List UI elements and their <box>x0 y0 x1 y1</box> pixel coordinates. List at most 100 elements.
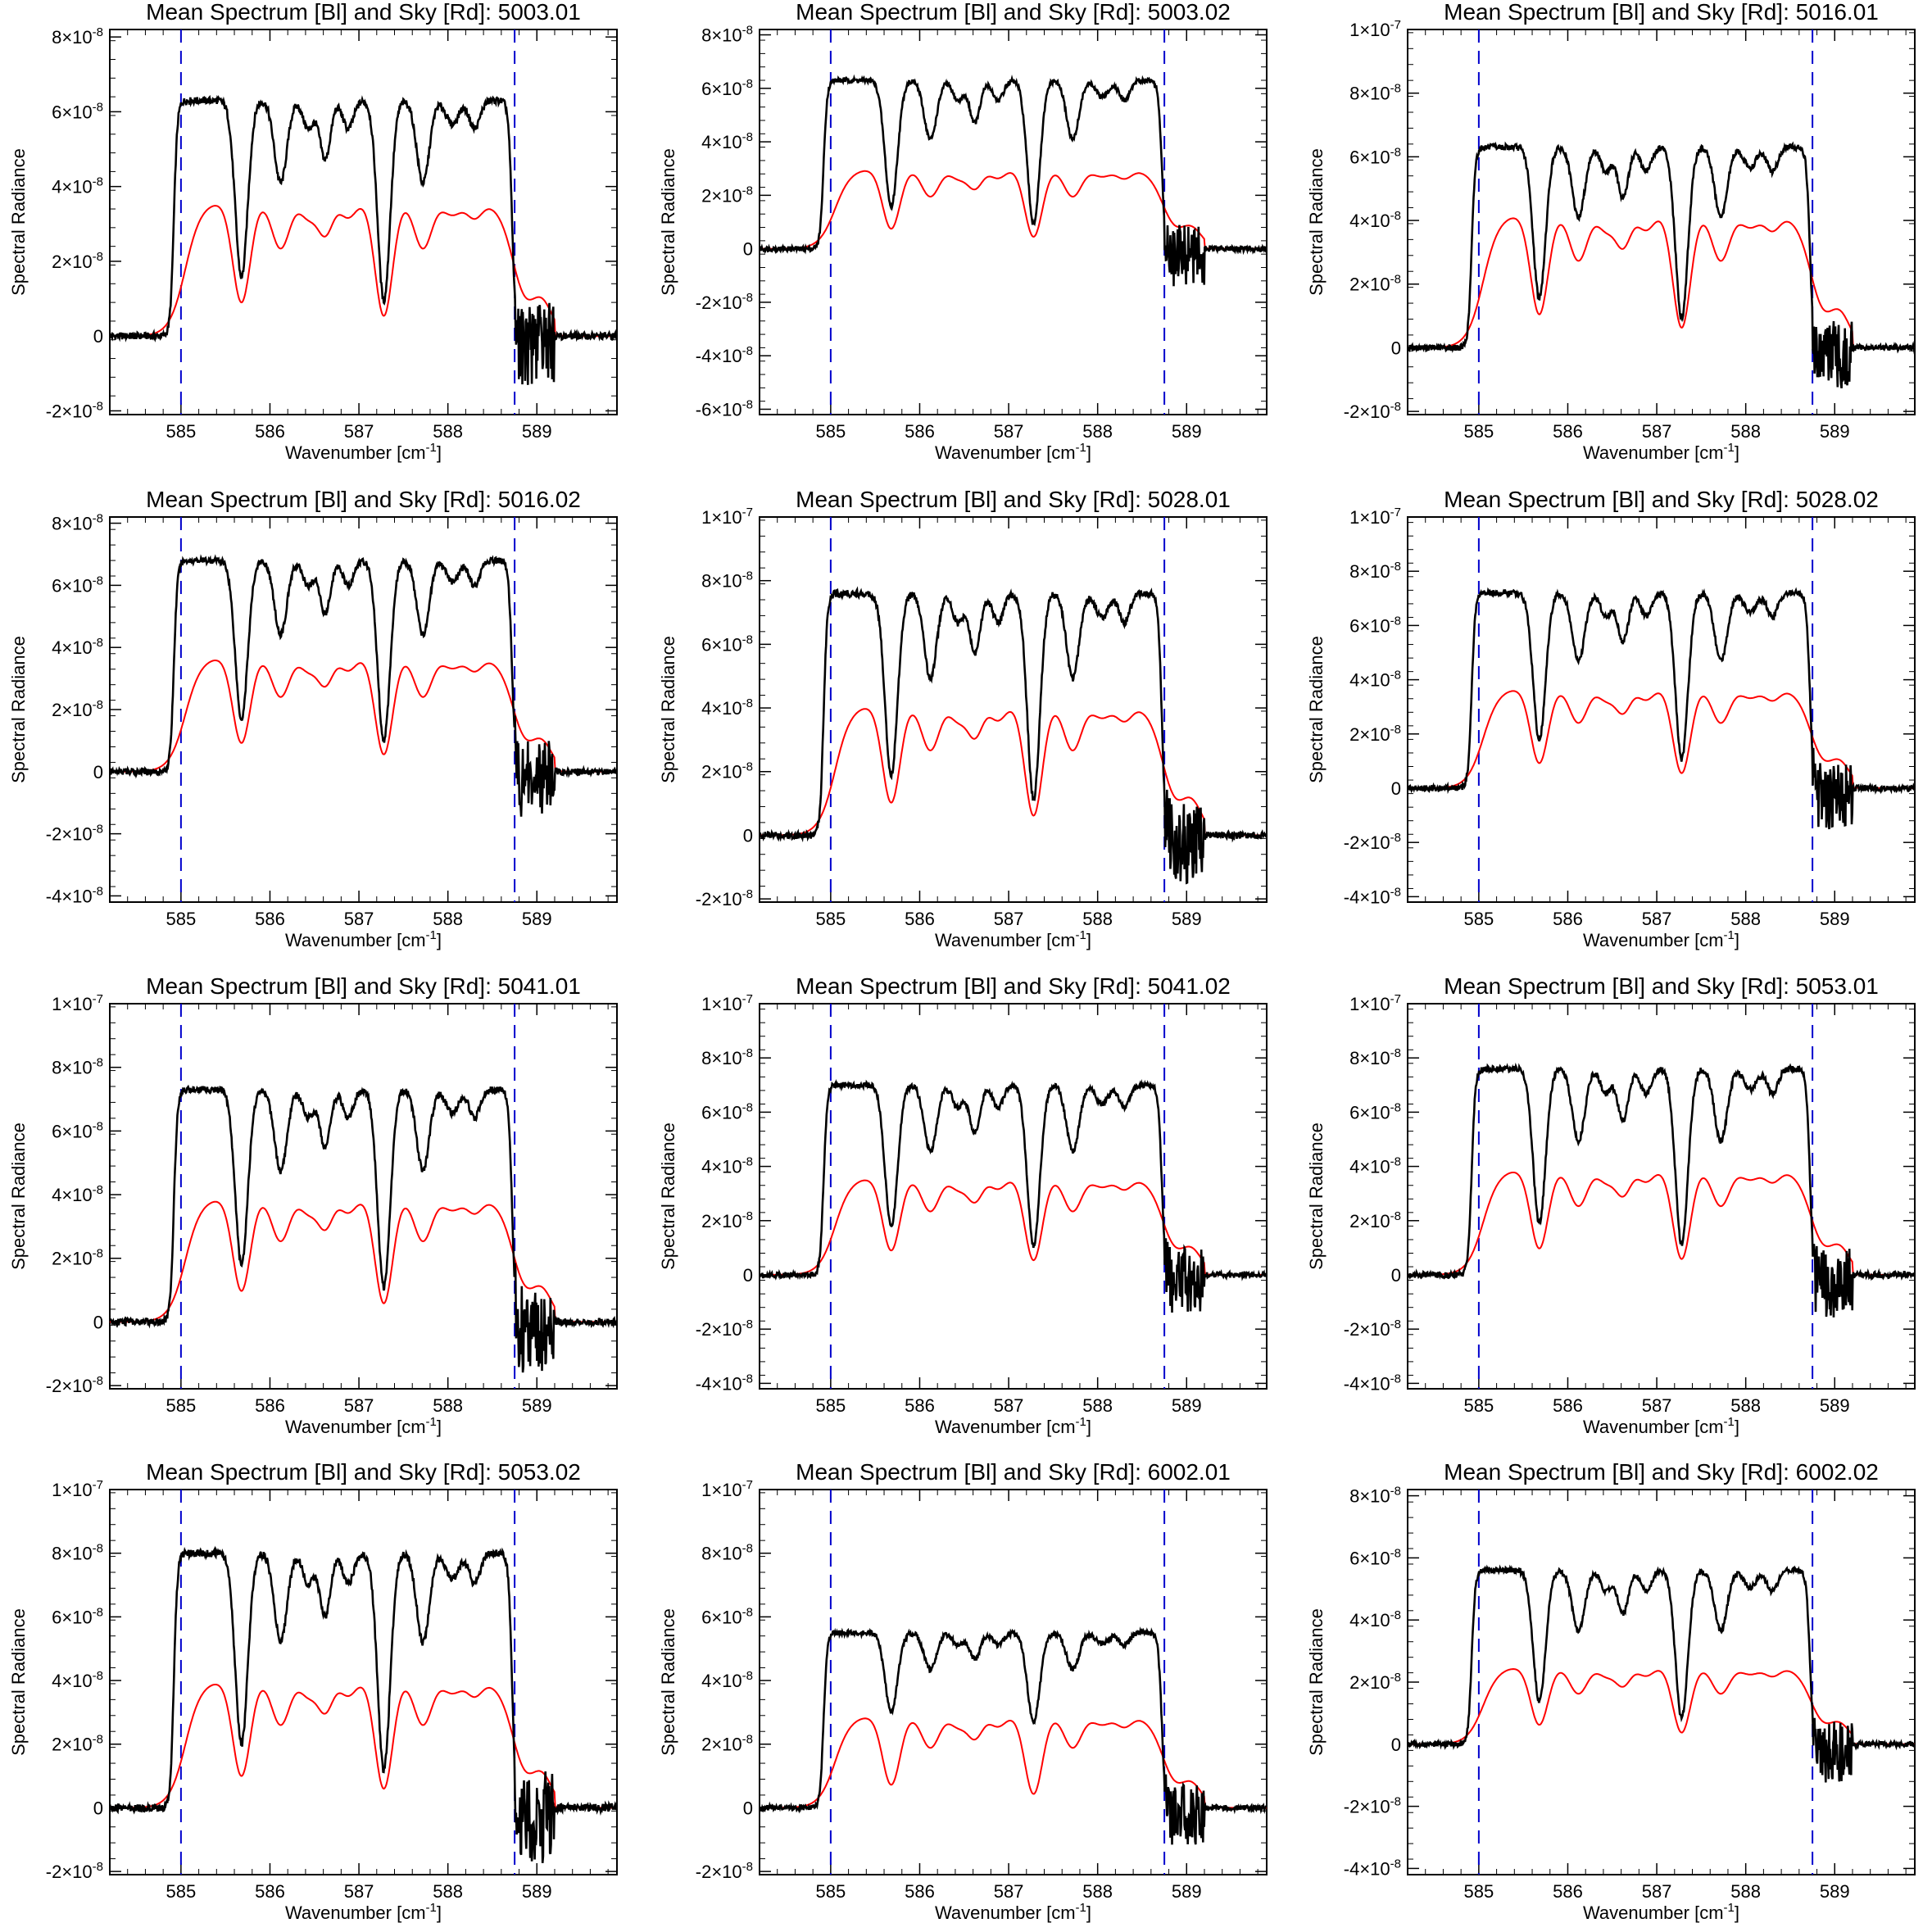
y-tick-label: 0 <box>1391 1265 1401 1286</box>
y-tick-label: 8×10-8 <box>1349 1485 1401 1507</box>
x-tick-label: 589 <box>1820 1395 1850 1416</box>
y-tick-label: 2×10-8 <box>1349 273 1401 295</box>
y-tick-label: 8×10-8 <box>1349 82 1401 104</box>
sky-series <box>760 170 1267 250</box>
y-axis-label: Spectral Radiance <box>658 1608 678 1756</box>
x-tick-label: 586 <box>1553 1881 1583 1902</box>
y-tick-label: 6×10-8 <box>701 633 753 655</box>
y-tick-label: 8×10-8 <box>52 512 103 534</box>
plot-frame <box>1407 1003 1916 1390</box>
y-axis-label: Spectral Radiance <box>658 1122 678 1270</box>
y-tick-label: 2×10-8 <box>701 1733 753 1755</box>
x-tick-label: 585 <box>166 421 197 442</box>
chart-title: Mean Spectrum [Bl] and Sky [Rd]: 5016.02 <box>146 487 581 512</box>
y-tick-label: 4×10-8 <box>52 1183 103 1205</box>
y-tick-label: -4×10-8 <box>1344 885 1401 907</box>
y-tick-label: 0 <box>93 326 103 347</box>
x-axis-label: Wavenumber [cm-1] <box>285 1901 442 1923</box>
y-tick-label: 6×10-8 <box>52 574 103 596</box>
y-tick-label: 8×10-8 <box>701 24 753 46</box>
y-axis-label: Spectral Radiance <box>8 636 29 783</box>
y-tick-label: 0 <box>743 239 753 260</box>
y-tick-label: 4×10-8 <box>1349 669 1401 691</box>
y-tick-label: -4×10-8 <box>46 884 103 906</box>
y-tick-label: 6×10-8 <box>701 1100 753 1122</box>
y-tick-label: 1×10-7 <box>1349 18 1401 40</box>
y-tick-label: 2×10-8 <box>52 698 103 720</box>
chart-panel: Mean Spectrum [Bl] and Sky [Rd]: 5028.02… <box>1306 487 1916 950</box>
y-tick-label: 0 <box>743 825 753 846</box>
y-tick-label: 0 <box>93 762 103 782</box>
sky-series <box>110 205 617 338</box>
y-axis-label: Spectral Radiance <box>658 636 678 783</box>
spectrum-series <box>110 1084 617 1373</box>
x-tick-label: 588 <box>1730 421 1761 442</box>
y-tick-label: 8×10-8 <box>1349 560 1401 582</box>
x-tick-label: 586 <box>1553 421 1583 442</box>
x-tick-label: 587 <box>994 909 1024 929</box>
spectrum-series <box>1408 1564 1915 1783</box>
sky-series <box>1408 1172 1915 1276</box>
y-tick-label: 2×10-8 <box>1349 723 1401 745</box>
y-axis-label: Spectral Radiance <box>8 1608 29 1756</box>
sky-series <box>1408 690 1915 789</box>
y-tick-label: 0 <box>1391 778 1401 799</box>
x-tick-label: 589 <box>1172 1395 1202 1416</box>
plot-frame <box>109 1489 618 1875</box>
x-tick-label: 585 <box>166 1881 197 1902</box>
y-tick-label: 6×10-8 <box>1349 1100 1401 1122</box>
plot-frame <box>109 29 618 415</box>
y-tick-label: -2×10-8 <box>46 1860 103 1882</box>
y-tick-label: 2×10-8 <box>52 250 103 272</box>
x-tick-label: 588 <box>1730 1395 1761 1416</box>
x-tick-label: 588 <box>1730 909 1761 929</box>
sky-series <box>1408 1667 1915 1745</box>
y-tick-label: -2×10-8 <box>696 291 753 313</box>
chart-panel: Mean Spectrum [Bl] and Sky [Rd]: 5028.01… <box>658 487 1268 950</box>
chart-title: Mean Spectrum [Bl] and Sky [Rd]: 6002.01 <box>796 1459 1231 1485</box>
y-tick-label: 1×10-7 <box>701 1478 753 1500</box>
x-tick-label: 587 <box>994 1881 1024 1902</box>
x-tick-label: 586 <box>1553 1395 1583 1416</box>
y-tick-label: 1×10-7 <box>1349 992 1401 1014</box>
y-tick-label: 1×10-7 <box>52 1478 103 1500</box>
y-tick-label: 8×10-8 <box>52 1056 103 1078</box>
x-tick-label: 588 <box>1730 1881 1761 1902</box>
x-axis-label: Wavenumber [cm-1] <box>285 928 442 950</box>
x-axis-label: Wavenumber [cm-1] <box>935 441 1091 463</box>
y-tick-label: 0 <box>743 1265 753 1286</box>
y-tick-label: 4×10-8 <box>1349 209 1401 231</box>
y-tick-label: -4×10-8 <box>1344 1857 1401 1879</box>
x-tick-label: 589 <box>1820 909 1850 929</box>
y-tick-label: 0 <box>1391 1735 1401 1755</box>
y-tick-label: -2×10-8 <box>46 399 103 421</box>
chart-title: Mean Spectrum [Bl] and Sky [Rd]: 5016.01 <box>1444 0 1879 25</box>
plot-frame <box>759 1489 1268 1875</box>
plot-area <box>110 1490 617 1875</box>
y-tick-label: 0 <box>93 1312 103 1332</box>
x-tick-label: 586 <box>905 1395 935 1416</box>
x-tick-label: 588 <box>1082 909 1113 929</box>
y-tick-label: 8×10-8 <box>701 1542 753 1564</box>
plot-frame <box>1407 1489 1916 1875</box>
plot-area <box>110 1004 617 1389</box>
plot-area <box>1408 517 1915 902</box>
plot-area <box>760 517 1267 902</box>
x-tick-label: 586 <box>255 421 285 442</box>
y-tick-label: 6×10-8 <box>1349 614 1401 636</box>
spectrum-series <box>110 1545 617 1864</box>
y-tick-label: 8×10-8 <box>701 1046 753 1068</box>
chart-panel: Mean Spectrum [Bl] and Sky [Rd]: 5003.01… <box>8 0 618 463</box>
sky-series <box>110 660 617 773</box>
plot-frame <box>759 29 1268 415</box>
x-tick-label: 586 <box>905 421 935 442</box>
x-tick-label: 589 <box>1820 1881 1850 1902</box>
y-tick-label: 6×10-8 <box>701 77 753 99</box>
x-tick-label: 589 <box>1820 421 1850 442</box>
y-tick-label: 6×10-8 <box>701 1605 753 1627</box>
y-tick-label: -2×10-8 <box>696 1317 753 1340</box>
chart-title: Mean Spectrum [Bl] and Sky [Rd]: 5028.02 <box>1444 487 1879 512</box>
x-tick-label: 587 <box>994 421 1024 442</box>
x-tick-label: 589 <box>522 1881 552 1902</box>
y-tick-label: 1×10-7 <box>701 992 753 1014</box>
